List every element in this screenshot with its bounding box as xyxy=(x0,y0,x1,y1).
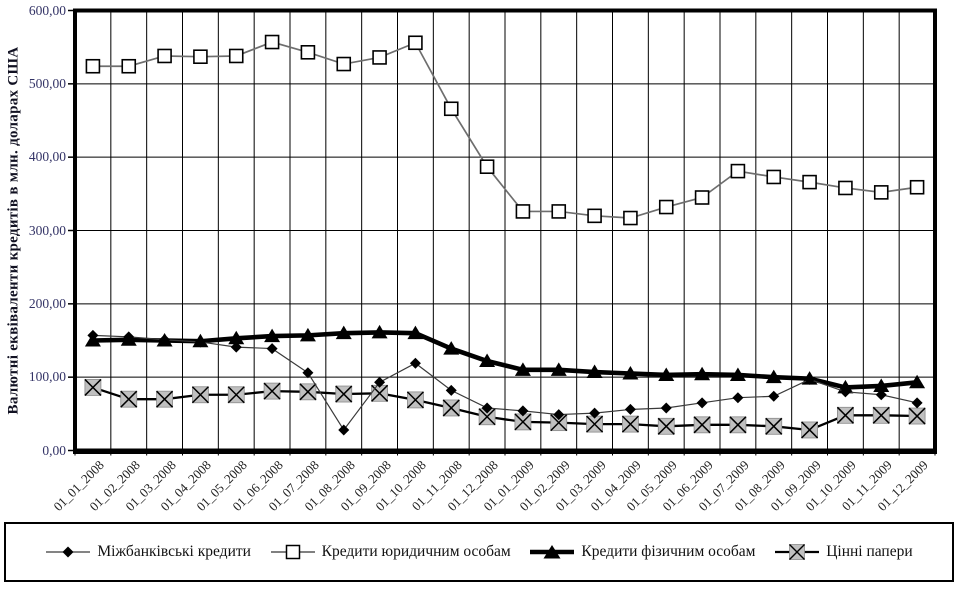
legend-label: Цінні папери xyxy=(826,543,913,560)
open-square-marker-icon xyxy=(270,544,315,560)
diamond-marker-icon xyxy=(46,546,91,558)
legend-item-interbank-loans: Міжбанківські кредити xyxy=(45,543,251,561)
legend-label: Кредити фізичним особам xyxy=(581,543,756,560)
y-tick-label: 0,00 xyxy=(42,442,66,458)
legend-label: Міжбанківські кредити xyxy=(97,543,251,560)
x-marker-icon xyxy=(775,544,820,560)
y-tick-label: 400,00 xyxy=(28,149,66,165)
legend-item-corporate-loans: Кредити юридичним особам xyxy=(270,543,511,561)
y-tick-label: 500,00 xyxy=(28,75,66,91)
y-tick-label: 600,00 xyxy=(28,2,66,18)
y-tick-label: 300,00 xyxy=(28,222,66,238)
legend-label: Кредити юридичним особам xyxy=(321,543,511,560)
y-tick-label: 200,00 xyxy=(28,295,66,311)
chart-legend: Міжбанківські кредити Кредити юридичним … xyxy=(4,522,954,582)
triangle-marker-icon xyxy=(530,545,575,559)
legend-item-retail-loans: Кредити фізичним особам xyxy=(529,543,756,561)
legend-item-securities: Цінні папери xyxy=(774,543,913,561)
y-tick-label: 100,00 xyxy=(28,369,66,385)
y-axis-title: Валютні еквіваленти кредитів в млн. дола… xyxy=(5,46,22,415)
